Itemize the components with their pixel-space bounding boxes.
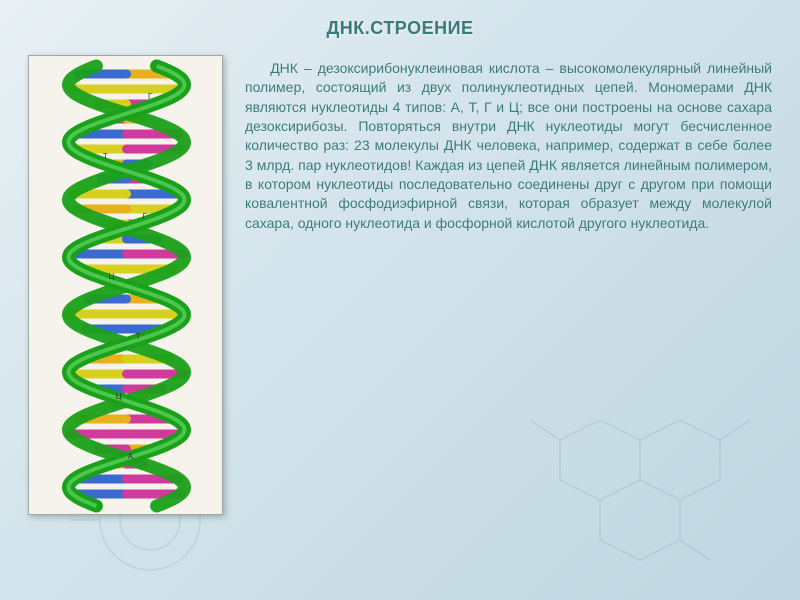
slide: ДНК.СТРОЕНИЕ Г Т Г Ц Т Ц А ДНК – дезоксирибону… — [0, 0, 800, 600]
svg-text:А: А — [128, 452, 134, 461]
dna-image-frame: Г Т Г Ц Т Ц А — [28, 55, 223, 515]
svg-text:Т: Т — [136, 332, 141, 341]
svg-text:Т: Т — [103, 152, 108, 161]
dna-helix-illustration: Г Т Г Ц Т Ц А — [29, 56, 223, 515]
slide-content: Г Т Г Ц Т Ц А ДНК – дезоксирибонуклеиновая кис… — [28, 55, 772, 515]
slide-title: ДНК.СТРОЕНИЕ — [28, 18, 772, 39]
svg-text:Ц: Ц — [116, 392, 122, 401]
svg-text:Г: Г — [148, 92, 153, 101]
svg-text:Г: Г — [143, 212, 148, 221]
svg-text:Ц: Ц — [108, 272, 114, 281]
slide-body-text: ДНК – дезоксирибонуклеиновая кислота – в… — [245, 55, 772, 233]
